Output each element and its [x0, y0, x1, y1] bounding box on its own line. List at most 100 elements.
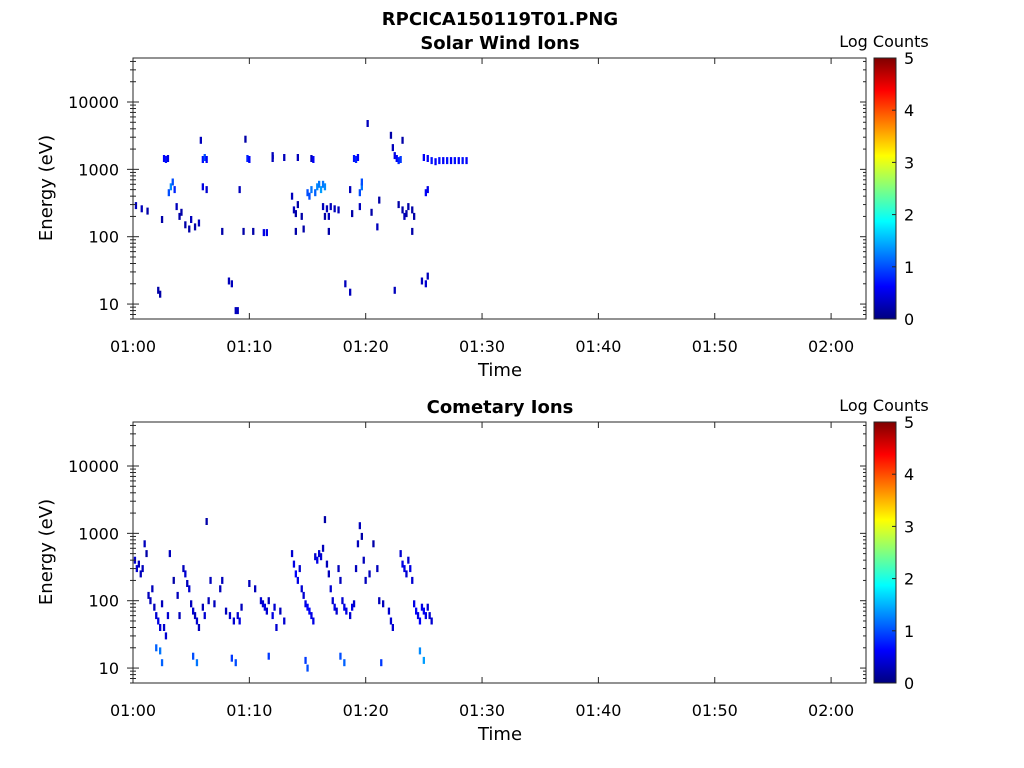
- heatmap-cell: [205, 518, 208, 525]
- heatmap-cell: [240, 603, 243, 611]
- heatmap-cell: [159, 647, 162, 655]
- heatmap-cell: [380, 659, 383, 667]
- heatmap-cell: [306, 603, 309, 611]
- heatmap-cell: [193, 612, 197, 620]
- heatmap-cell: [164, 632, 168, 640]
- heatmap-cell: [358, 189, 361, 197]
- heatmap-cell: [306, 189, 309, 197]
- heatmap-cell: [153, 603, 156, 611]
- heatmap-cell: [426, 272, 429, 280]
- panel-title: Cometary Ions: [427, 397, 574, 418]
- heatmap-cell: [209, 576, 212, 584]
- colorbar: [873, 57, 897, 320]
- heatmap-cell: [312, 617, 315, 625]
- heatmap-cell: [290, 550, 294, 558]
- heatmap-cell: [221, 576, 224, 584]
- heatmap-cell: [378, 597, 381, 605]
- heatmap-cell: [407, 556, 410, 564]
- heatmap-cell: [323, 212, 327, 220]
- colorbar-tick-label: 4: [904, 465, 914, 484]
- x-tick-label: 02:00: [808, 701, 854, 720]
- heatmap-cell: [422, 607, 425, 615]
- heatmap-cell: [171, 178, 174, 186]
- x-tick-label: 01:40: [575, 701, 621, 720]
- colorbar-tick-label: 1: [904, 258, 914, 277]
- heatmap-cell: [364, 576, 367, 584]
- colorbar-tick-label: 3: [904, 517, 914, 536]
- heatmap-cell: [411, 227, 414, 235]
- heatmap-cell: [327, 227, 330, 235]
- heatmap-cell: [424, 612, 427, 620]
- heatmap-cell: [354, 156, 358, 163]
- heatmap-cell: [190, 600, 193, 608]
- heatmap-cell: [318, 180, 321, 188]
- heatmap-cell: [461, 157, 464, 165]
- y-tick-label: 100: [88, 592, 119, 611]
- y-axis-label: Energy (eV): [36, 499, 57, 605]
- colorbar-tick-label: 5: [904, 49, 914, 68]
- colorbar-tick-label: 3: [904, 153, 914, 172]
- heatmap-cell: [382, 600, 385, 608]
- heatmap-cell: [409, 565, 412, 573]
- heatmap-cell: [399, 156, 402, 163]
- y-tick-label: 100: [88, 228, 119, 247]
- heatmap-cell: [279, 607, 282, 615]
- heatmap-cell: [155, 612, 158, 620]
- heatmap-cell: [205, 186, 208, 194]
- heatmap-cell: [370, 208, 373, 216]
- heatmap-cell: [422, 154, 425, 161]
- x-axis-label: Time: [477, 360, 522, 381]
- y-tick-label: 10: [99, 659, 119, 678]
- heatmap-cell: [238, 186, 241, 194]
- heatmap-cell: [224, 607, 228, 615]
- heatmap-cell: [430, 157, 433, 165]
- heatmap-cell: [360, 183, 363, 191]
- heatmap-cell: [339, 576, 342, 584]
- heatmap-cell: [254, 585, 257, 593]
- heatmap-cell: [140, 205, 143, 213]
- heatmap-cell: [294, 227, 297, 235]
- plot-area: [132, 421, 867, 684]
- heatmap-cell: [157, 617, 160, 625]
- heatmap-cell: [360, 178, 363, 186]
- heatmap-cell: [352, 600, 356, 608]
- heatmap-cell: [327, 212, 330, 220]
- heatmap-cell: [263, 603, 266, 611]
- heatmap-cell: [341, 597, 344, 605]
- heatmap-cell: [323, 516, 327, 524]
- heatmap-cell: [166, 612, 170, 620]
- heatmap-cell: [327, 570, 330, 578]
- heatmap-cell: [302, 225, 305, 233]
- heatmap-cell: [160, 600, 164, 608]
- heatmap-cell: [302, 591, 305, 599]
- heatmap-cell: [205, 156, 208, 163]
- heatmap-cell: [230, 654, 233, 662]
- heatmap-cell: [201, 183, 204, 191]
- heatmap-cell: [319, 186, 323, 194]
- heatmap-cell: [360, 532, 363, 540]
- heatmap-cell: [248, 156, 251, 163]
- x-tick-label: 01:50: [692, 701, 738, 720]
- solar-wind-panel: Solar Wind Ions Log Counts Energy (eV) T…: [36, 32, 929, 381]
- heatmap-cell: [434, 158, 437, 166]
- heatmap-cell: [393, 286, 396, 294]
- x-axis-label: Time: [477, 724, 522, 745]
- heatmap-cell: [312, 156, 315, 163]
- heatmap-cell: [184, 221, 187, 229]
- heatmap-cell: [397, 157, 400, 165]
- colorbar: [873, 421, 897, 684]
- heatmap-cell: [349, 288, 352, 296]
- heatmap-cells: [134, 120, 468, 315]
- heatmap-cell: [401, 206, 404, 214]
- heatmap-cell: [188, 225, 191, 233]
- heatmap-cell: [159, 290, 162, 298]
- figure-title: RPCICA150119T01.PNG: [382, 9, 618, 30]
- heatmap-cell: [331, 597, 334, 605]
- heatmap-cell: [273, 603, 276, 611]
- heatmap-cell: [449, 157, 453, 165]
- heatmap-cell: [159, 624, 162, 631]
- heatmap-cell: [294, 210, 297, 218]
- heatmap-cell: [162, 624, 166, 631]
- heatmap-cell: [393, 152, 396, 160]
